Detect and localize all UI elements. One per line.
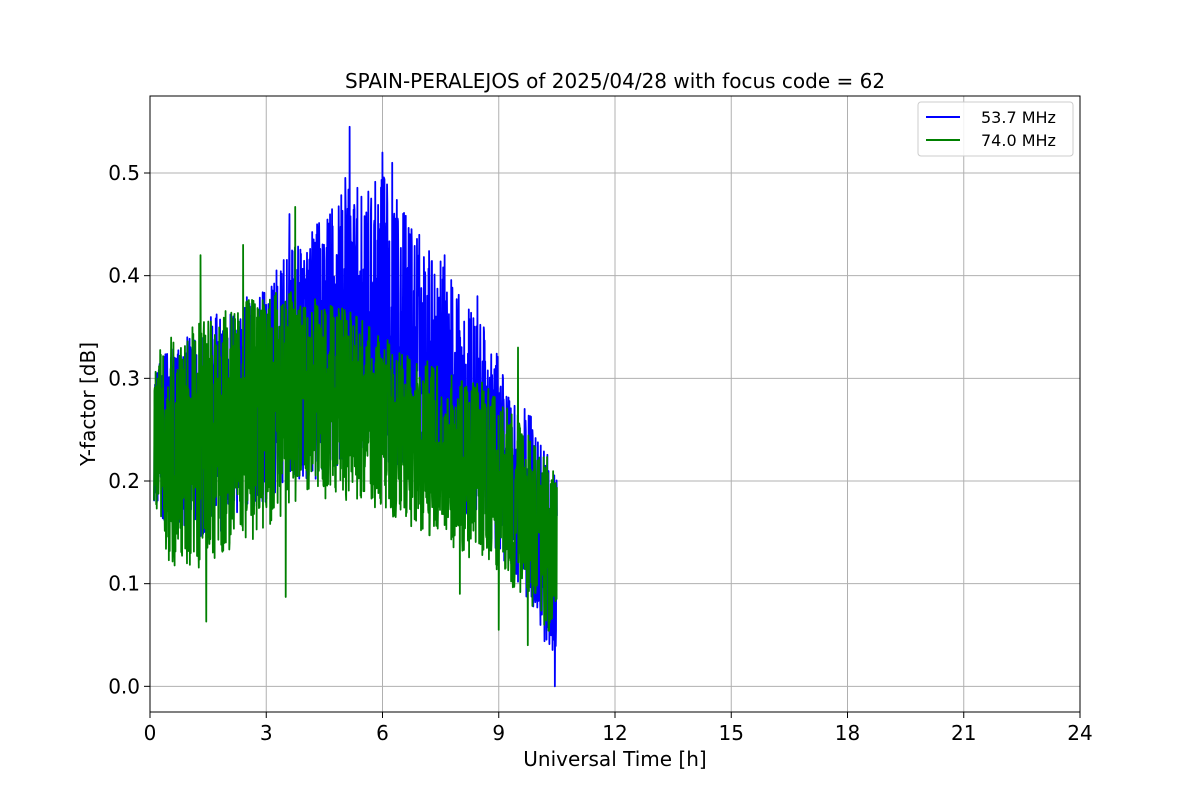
legend-label: 74.0 MHz <box>981 131 1056 150</box>
y-tick-label: 0.5 <box>108 161 140 185</box>
axis-ticks: 0 3 6 9 12 15 18 21 24 0.0 0.1 0.2 0.3 0.4 0.5 <box>108 161 1093 745</box>
x-tick-label: 6 <box>376 721 389 745</box>
y-tick-label: 0.3 <box>108 366 140 390</box>
x-tick-label: 15 <box>719 721 744 745</box>
x-tick-label: 9 <box>492 721 505 745</box>
legend-box <box>917 101 1074 157</box>
x-axis-label: Universal Time [h] <box>523 747 706 771</box>
x-tick-label: 0 <box>144 721 157 745</box>
x-tick-label: 3 <box>260 721 273 745</box>
chart-title: SPAIN-PERALEJOS of 2025/04/28 with focus… <box>345 69 885 93</box>
y-tick-label: 0.4 <box>108 264 140 288</box>
plot-series <box>152 125 558 688</box>
x-tick-label: 18 <box>835 721 860 745</box>
y-tick-label: 0.1 <box>108 572 140 596</box>
x-tick-label: 12 <box>602 721 627 745</box>
y-tick-label: 0.2 <box>108 469 140 493</box>
legend: 53.7 MHz 74.0 MHz <box>917 101 1074 157</box>
x-tick-label: 24 <box>1067 721 1092 745</box>
y-tick-label: 0.0 <box>108 674 140 698</box>
y-axis-label: Y-factor [dB] <box>76 342 100 467</box>
legend-label: 53.7 MHz <box>981 108 1056 127</box>
x-tick-label: 21 <box>951 721 976 745</box>
series-line-2 <box>152 205 558 647</box>
